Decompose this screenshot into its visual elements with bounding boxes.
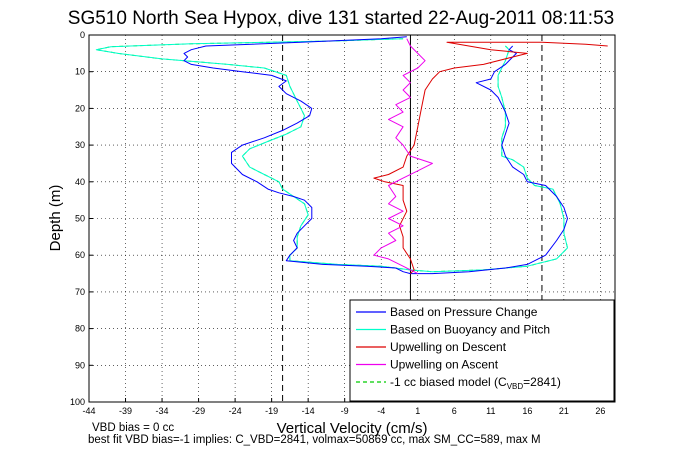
legend-box [349,299,615,402]
y-tick-label: 90 [75,360,85,370]
x-tick-label: -34 [156,406,169,416]
legend-label-upwell_ascent: Upwelling on Ascent [390,358,499,372]
series-upwell_ascent-line [373,38,433,275]
y-tick-label: 100 [70,397,85,407]
best-fit-note: best fit VBD bias=-1 implies: C_VBD=2841… [88,434,541,446]
legend: Based on Pressure Change Based on Buoyanc… [349,299,615,402]
series-upwell_descent-line [373,41,608,274]
legend-label-upwell_descent: Upwelling on Descent [390,340,507,354]
x-tick-label: 1 [415,406,420,416]
y-axis-label: Depth (m) [47,185,64,252]
y-tick-label: 50 [75,214,85,224]
chart-title: SG510 North Sea Hypox, dive 131 started … [68,8,614,29]
x-tick-label: -44 [82,406,95,416]
legend-label-subscript: VBD [507,382,524,391]
y-tick-label: 80 [75,324,85,334]
y-tick-label: 30 [75,140,85,150]
series-model-line [95,38,568,273]
y-tick-label: 20 [75,103,85,113]
series-buoyancy-line [95,38,568,273]
x-tick-label: -19 [265,406,278,416]
y-tick-label: 60 [75,250,85,260]
x-tick-label: 21 [559,406,569,416]
x-tick-label: -14 [302,406,315,416]
x-tick-label: -4 [377,406,385,416]
y-tick-label: 10 [75,67,85,77]
vbd-bias-note: VBD bias = 0 cc [92,422,174,434]
y-tick-label: 0 [80,30,85,40]
y-tick-label: 70 [75,287,85,297]
x-tick-label: -9 [341,406,349,416]
legend-label-pressure: Based on Pressure Change [390,305,538,319]
x-tick-label: 6 [452,406,457,416]
x-axis-label: Vertical Velocity (cm/s) [277,420,428,437]
legend-label-part: =2841) [523,375,561,389]
x-tick-label: 11 [486,406,495,416]
x-tick-label: -24 [229,406,242,416]
x-tick-label: -39 [119,406,132,416]
legend-label-model: -1 cc biased model (CVBD=2841) [390,375,561,391]
series-pressure-line [183,36,568,275]
x-tick-label: 16 [522,406,532,416]
y-tick-label: 40 [75,177,85,187]
series-layer [95,36,608,275]
x-tick-label: -29 [192,406,205,416]
legend-label-buoyancy: Based on Buoyancy and Pitch [390,323,550,337]
x-tick-label: 26 [595,406,605,416]
legend-label-part: -1 cc biased model (C [390,375,507,389]
